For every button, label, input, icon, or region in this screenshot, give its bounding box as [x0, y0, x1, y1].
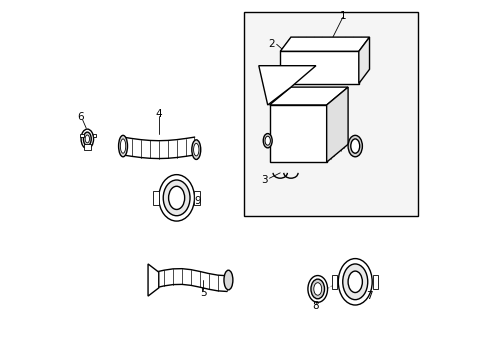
- Text: 4: 4: [155, 109, 162, 119]
- Text: 1: 1: [339, 11, 346, 21]
- Text: 9: 9: [194, 197, 201, 206]
- Polygon shape: [280, 37, 369, 51]
- Ellipse shape: [191, 140, 201, 159]
- Polygon shape: [258, 66, 315, 105]
- Ellipse shape: [313, 283, 321, 295]
- Polygon shape: [269, 87, 347, 105]
- Ellipse shape: [193, 143, 199, 156]
- Bar: [93, 134, 96, 137]
- Ellipse shape: [81, 129, 93, 149]
- Ellipse shape: [263, 134, 272, 148]
- Text: 8: 8: [312, 301, 319, 311]
- Bar: [194, 191, 200, 205]
- Ellipse shape: [224, 270, 232, 290]
- Ellipse shape: [163, 180, 190, 216]
- Bar: [244, 12, 417, 216]
- Ellipse shape: [83, 132, 91, 146]
- Polygon shape: [326, 87, 347, 162]
- Bar: [372, 275, 378, 289]
- Bar: [153, 191, 159, 205]
- Text: 6: 6: [77, 112, 83, 122]
- Ellipse shape: [159, 175, 194, 221]
- Text: 7: 7: [366, 291, 372, 301]
- Polygon shape: [280, 51, 358, 84]
- Ellipse shape: [347, 271, 362, 293]
- Ellipse shape: [350, 139, 359, 153]
- Ellipse shape: [118, 135, 127, 157]
- Text: 3: 3: [260, 175, 267, 185]
- Ellipse shape: [85, 135, 89, 143]
- Bar: [331, 275, 337, 289]
- Ellipse shape: [338, 258, 371, 305]
- Bar: [83, 144, 91, 150]
- Polygon shape: [148, 264, 159, 296]
- Ellipse shape: [168, 186, 184, 210]
- Ellipse shape: [347, 135, 362, 157]
- Bar: [80, 134, 83, 137]
- Text: 2: 2: [267, 39, 274, 49]
- Ellipse shape: [264, 136, 270, 145]
- Polygon shape: [358, 37, 369, 84]
- Ellipse shape: [307, 275, 327, 302]
- Ellipse shape: [310, 279, 324, 299]
- Ellipse shape: [120, 139, 125, 153]
- Text: 5: 5: [200, 288, 206, 297]
- Ellipse shape: [342, 264, 367, 300]
- Polygon shape: [269, 105, 326, 162]
